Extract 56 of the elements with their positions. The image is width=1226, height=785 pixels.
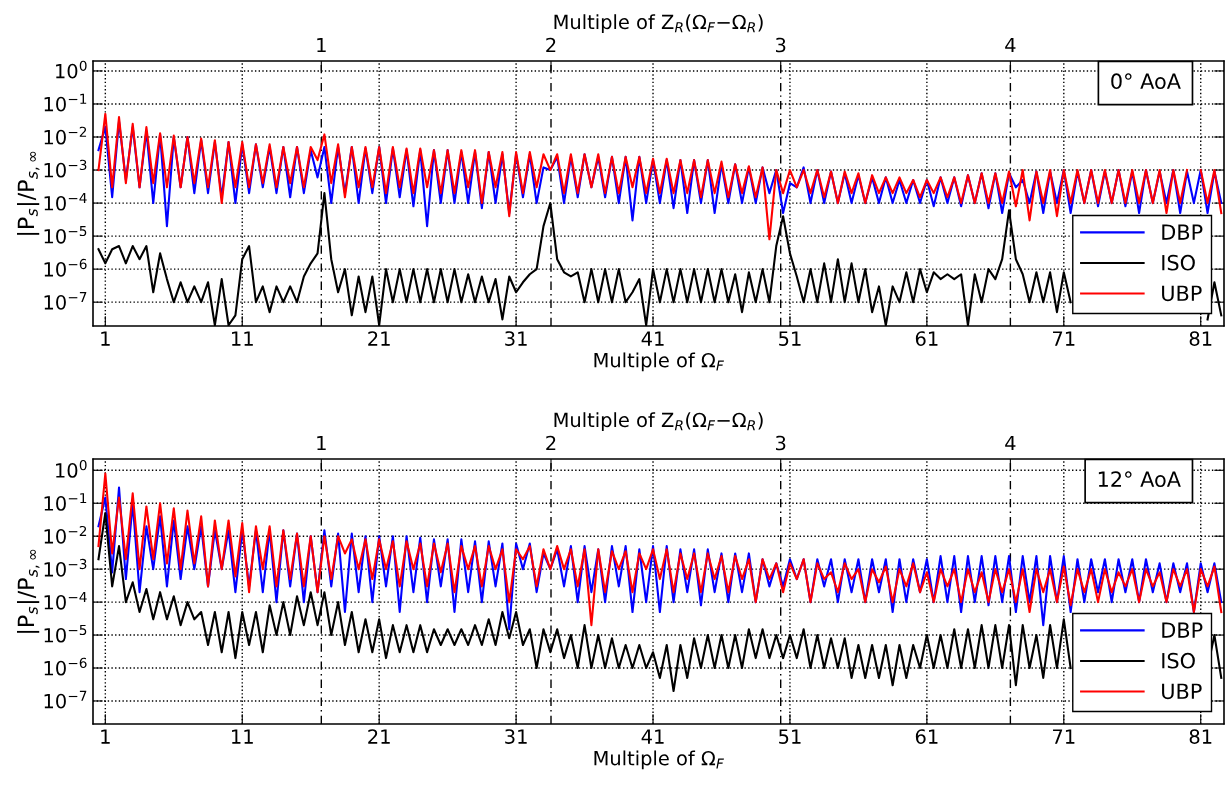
x2-axis-title: Multiple of Z$_{R}$(Ω$_{F}$−Ω$_{R}$) — [554, 14, 763, 34]
x-tick-label: 11 — [232, 729, 253, 744]
legend-label: ISO — [1162, 254, 1195, 271]
y-tick-label: 10$^{−5}$ — [44, 226, 87, 244]
annotation: 12° AoA — [1098, 471, 1181, 488]
y-tick-label: 10$^{−6}$ — [44, 657, 87, 676]
y-tick-label: 10$^{−7}$ — [44, 292, 87, 310]
x-tick-label: 31 — [505, 729, 527, 744]
legend-label: UBP — [1162, 285, 1202, 302]
x-tick-label: 41 — [641, 331, 664, 346]
y-axis-title: |P$_{s}$|/P$_{s,∞}$ — [17, 151, 40, 235]
x-axis-title: Multiple of Ω$_{F}$ — [594, 352, 724, 372]
x2-tick-label: 1 — [317, 37, 326, 53]
x2-tick-label: 2 — [546, 435, 556, 451]
legend-label: UBP — [1162, 683, 1202, 700]
y-tick-label: 10$^{−2}$ — [44, 525, 87, 544]
x-tick-label: 61 — [915, 331, 938, 346]
annotation: 0° AoA — [1111, 73, 1181, 90]
y-tick-label: 10$^{−1}$ — [44, 93, 87, 112]
legend-label: DBP — [1162, 224, 1203, 240]
x-tick-label: 61 — [915, 729, 938, 744]
y-tick-label: 10$^{−2}$ — [44, 126, 87, 145]
x2-tick-label: 3 — [775, 37, 786, 53]
x-tick-label: 1 — [101, 729, 110, 744]
y-tick-label: 10$^{−3}$ — [44, 159, 87, 178]
y-tick-label: 10$^{0}$ — [56, 459, 87, 478]
y-tick-label: 10$^{0}$ — [56, 60, 87, 79]
x-tick-label: 21 — [368, 729, 390, 744]
y-tick-label: 10$^{−4}$ — [44, 192, 87, 211]
y-tick-label: 10$^{−6}$ — [44, 258, 87, 277]
legend-label: ISO — [1162, 652, 1195, 669]
x-tick-label: 1 — [101, 331, 110, 346]
x2-tick-label: 4 — [1005, 435, 1016, 451]
x-tick-label: 51 — [779, 331, 801, 346]
y-tick-label: 10$^{−7}$ — [44, 690, 87, 709]
y-axis-title: |P$_{s}$|/P$_{s,∞}$ — [17, 549, 40, 633]
x-tick-label: 41 — [641, 729, 664, 744]
x2-tick-label: 3 — [775, 435, 786, 451]
x-tick-label: 51 — [779, 729, 801, 744]
x-tick-label: 21 — [368, 331, 390, 346]
x-tick-label: 11 — [232, 331, 253, 346]
x2-tick-label: 1 — [317, 435, 326, 451]
y-tick-label: 10$^{−5}$ — [44, 624, 87, 643]
y-tick-label: 10$^{−1}$ — [44, 493, 87, 511]
x2-tick-label: 4 — [1005, 37, 1016, 53]
x-tick-label: 71 — [1053, 331, 1075, 346]
x-tick-label: 81 — [1189, 729, 1212, 744]
x-tick-label: 71 — [1053, 729, 1075, 744]
y-tick-label: 10$^{−3}$ — [44, 558, 87, 577]
x2-axis-title: Multiple of Z$_{R}$(Ω$_{F}$−Ω$_{R}$) — [554, 412, 763, 432]
x-axis-title: Multiple of Ω$_{F}$ — [594, 750, 724, 770]
x2-tick-label: 2 — [546, 37, 556, 53]
x-tick-label: 81 — [1189, 331, 1212, 346]
y-tick-label: 10$^{−4}$ — [44, 591, 87, 610]
x-tick-label: 31 — [505, 331, 527, 346]
legend-label: DBP — [1162, 622, 1203, 638]
